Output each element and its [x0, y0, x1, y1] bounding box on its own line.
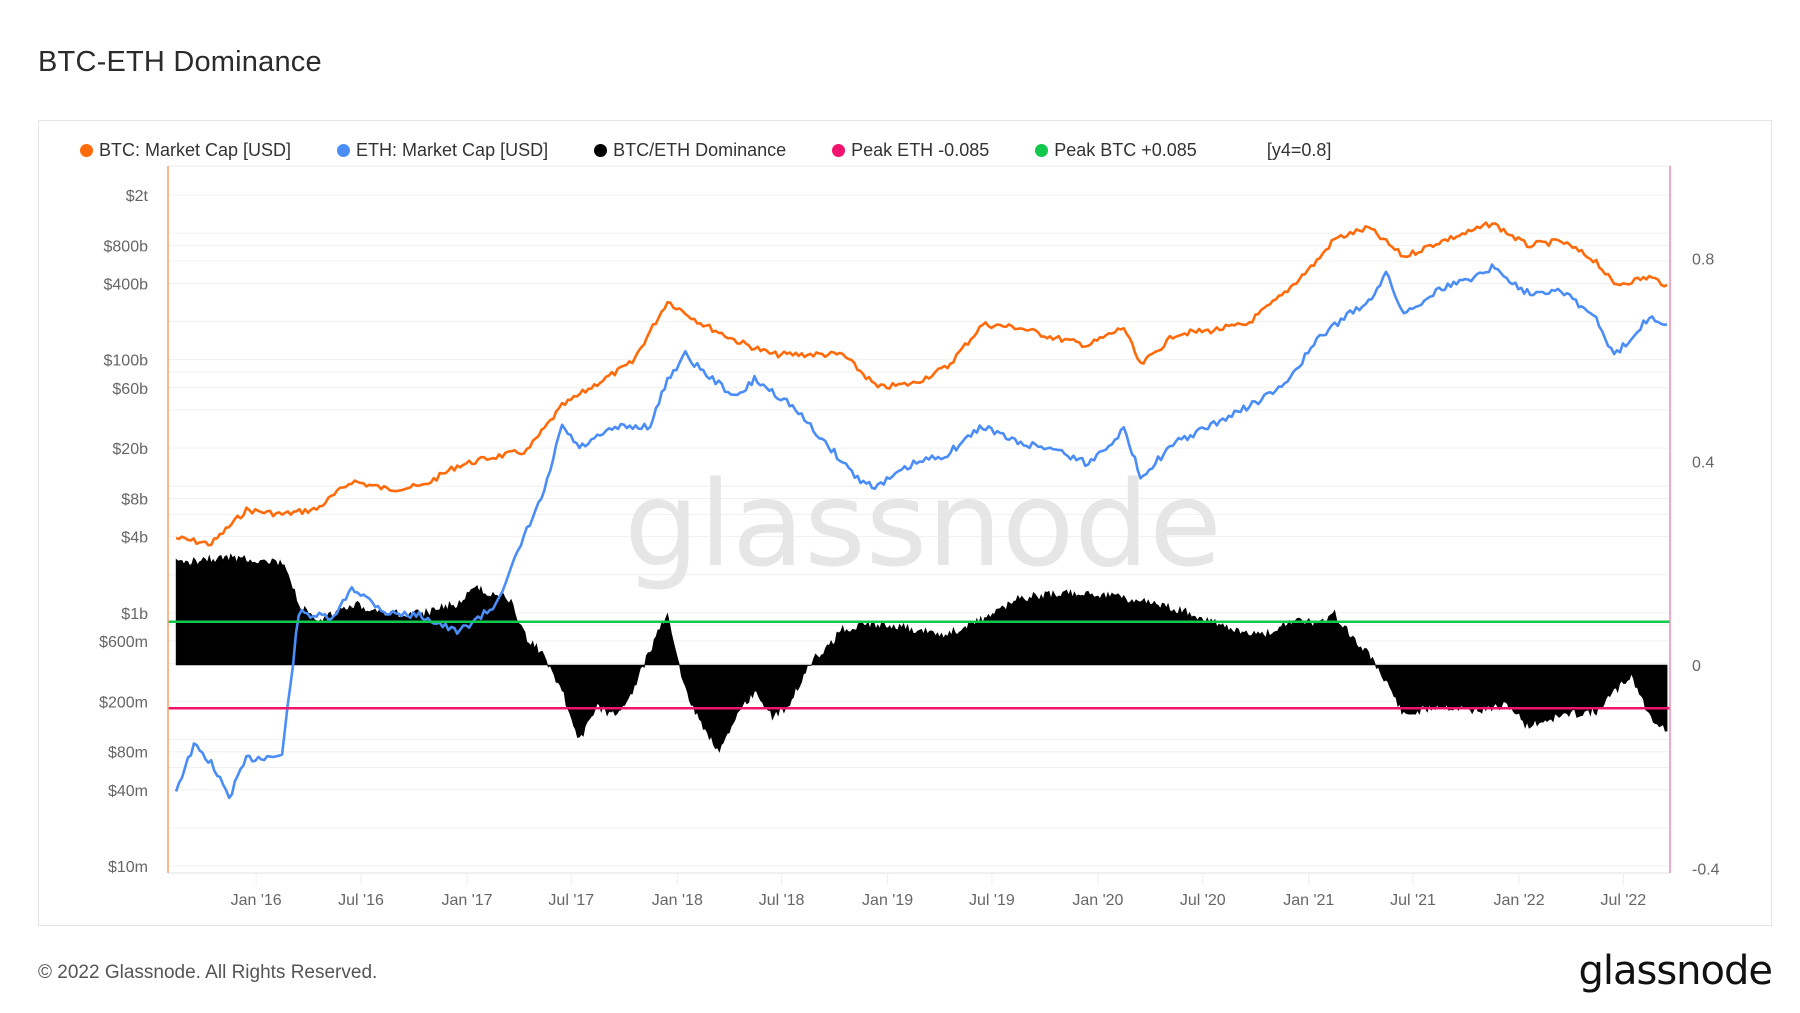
legend-label: Peak ETH -0.085 — [851, 139, 990, 160]
legend-label: BTC: Market Cap [USD] — [99, 139, 292, 160]
legend-axis-note: [y4=0.8] — [1266, 139, 1332, 160]
svg-text:$40m: $40m — [108, 783, 148, 800]
svg-text:Jul '20: Jul '20 — [1180, 892, 1226, 909]
svg-text:Jan '16: Jan '16 — [231, 892, 282, 909]
x-axis: Jan '16 Jul '16 Jan '17 Jul '17 Jan '18 Jul '… — [168, 872, 1670, 909]
svg-text:Jul '17: Jul '17 — [548, 892, 594, 909]
watermark: glassnode — [624, 455, 1221, 593]
svg-text:$80m: $80m — [108, 745, 148, 762]
svg-text:$400b: $400b — [104, 276, 149, 293]
svg-text:$20b: $20b — [112, 441, 148, 458]
svg-text:$60b: $60b — [112, 381, 148, 398]
circle-dot-icon — [1035, 143, 1049, 157]
legend-label: Peak BTC +0.085 — [1054, 139, 1197, 160]
chart-legend: BTC: Market Cap [USD] ETH: Market Cap [U… — [80, 139, 1331, 161]
svg-text:$2t: $2t — [126, 188, 149, 205]
svg-text:-0.4: -0.4 — [1692, 861, 1720, 878]
svg-text:0: 0 — [1692, 658, 1701, 675]
btc-market-cap-line — [175, 221, 1668, 547]
svg-text:Jan '17: Jan '17 — [441, 892, 492, 909]
svg-text:$200m: $200m — [99, 694, 148, 711]
svg-text:$4b: $4b — [121, 530, 148, 547]
circle-dot-icon — [80, 143, 93, 157]
copyright-text: © 2022 Glassnode. All Rights Reserved. — [38, 962, 378, 983]
svg-text:$100b: $100b — [104, 353, 149, 370]
svg-text:$1b: $1b — [121, 606, 148, 623]
svg-text:Jul '22: Jul '22 — [1600, 892, 1646, 909]
circle-dot-icon — [832, 143, 846, 157]
legend-item-btc-market-cap[interactable]: BTC: Market Cap [USD] — [80, 140, 291, 161]
legend-item-peak-eth[interactable]: Peak ETH -0.085 — [832, 140, 989, 161]
svg-text:Jan '20: Jan '20 — [1072, 892, 1123, 909]
left-axis: $2t $800b $400b $100b $60b $20b $8b $4b $1b $600m… — [99, 188, 148, 876]
svg-text:Jul '16: Jul '16 — [338, 892, 384, 909]
svg-text:0.4: 0.4 — [1692, 455, 1714, 472]
chart-frame — [38, 120, 1772, 926]
dominance-area — [175, 553, 1668, 753]
eth-market-cap-line — [174, 263, 1668, 800]
svg-text:Jan '19: Jan '19 — [862, 892, 913, 909]
svg-text:Jan '21: Jan '21 — [1283, 892, 1334, 909]
page-title: BTC-ETH Dominance — [38, 46, 322, 78]
svg-text:$10m: $10m — [108, 859, 148, 876]
svg-text:Jul '19: Jul '19 — [969, 892, 1015, 909]
legend-item-eth-market-cap[interactable]: ETH: Market Cap [USD] — [337, 140, 548, 161]
svg-text:$600m: $600m — [99, 634, 148, 651]
circle-dot-icon — [337, 143, 351, 157]
svg-text:Jan '22: Jan '22 — [1494, 892, 1545, 909]
legend-item-peak-btc[interactable]: Peak BTC +0.085 — [1035, 140, 1197, 161]
svg-text:Jul '18: Jul '18 — [759, 892, 805, 909]
legend-label: ETH: Market Cap [USD] — [356, 139, 549, 160]
right-axis: 0.8 0.4 0 -0.4 — [1692, 251, 1720, 878]
svg-text:0.8: 0.8 — [1692, 251, 1714, 268]
legend-label: BTC/ETH Dominance — [613, 139, 787, 160]
glassnode-logo[interactable]: glassnode — [1578, 948, 1773, 994]
legend-item-dominance[interactable]: BTC/ETH Dominance — [594, 140, 786, 161]
svg-text:Jul '21: Jul '21 — [1390, 892, 1436, 909]
svg-text:$800b: $800b — [104, 238, 149, 255]
circle-dot-icon — [594, 143, 608, 157]
svg-text:$8b: $8b — [121, 492, 148, 509]
svg-text:Jan '18: Jan '18 — [652, 892, 703, 909]
